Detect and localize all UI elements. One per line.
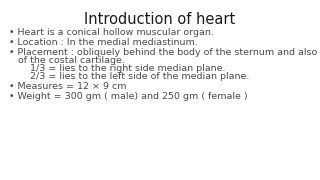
Text: 2/3 = lies to the left side of the median plane.: 2/3 = lies to the left side of the media… bbox=[18, 72, 249, 81]
Text: of the costal cartilage.: of the costal cartilage. bbox=[9, 56, 125, 65]
Text: • Location : In the medial mediastinum.: • Location : In the medial mediastinum. bbox=[9, 38, 198, 47]
Text: • Weight = 300 gm ( male) and 250 gm ( female ): • Weight = 300 gm ( male) and 250 gm ( f… bbox=[9, 92, 248, 101]
Text: Introduction of heart: Introduction of heart bbox=[84, 12, 236, 27]
Text: 1/3 = lies to the right side median plane.: 1/3 = lies to the right side median plan… bbox=[18, 64, 226, 73]
Text: • Heart is a conical hollow muscular organ.: • Heart is a conical hollow muscular org… bbox=[9, 28, 214, 37]
Text: • Placement : obliquely behind the body of the sternum and also parts: • Placement : obliquely behind the body … bbox=[9, 48, 320, 57]
Text: • Measures = 12 × 9 cm: • Measures = 12 × 9 cm bbox=[9, 82, 126, 91]
